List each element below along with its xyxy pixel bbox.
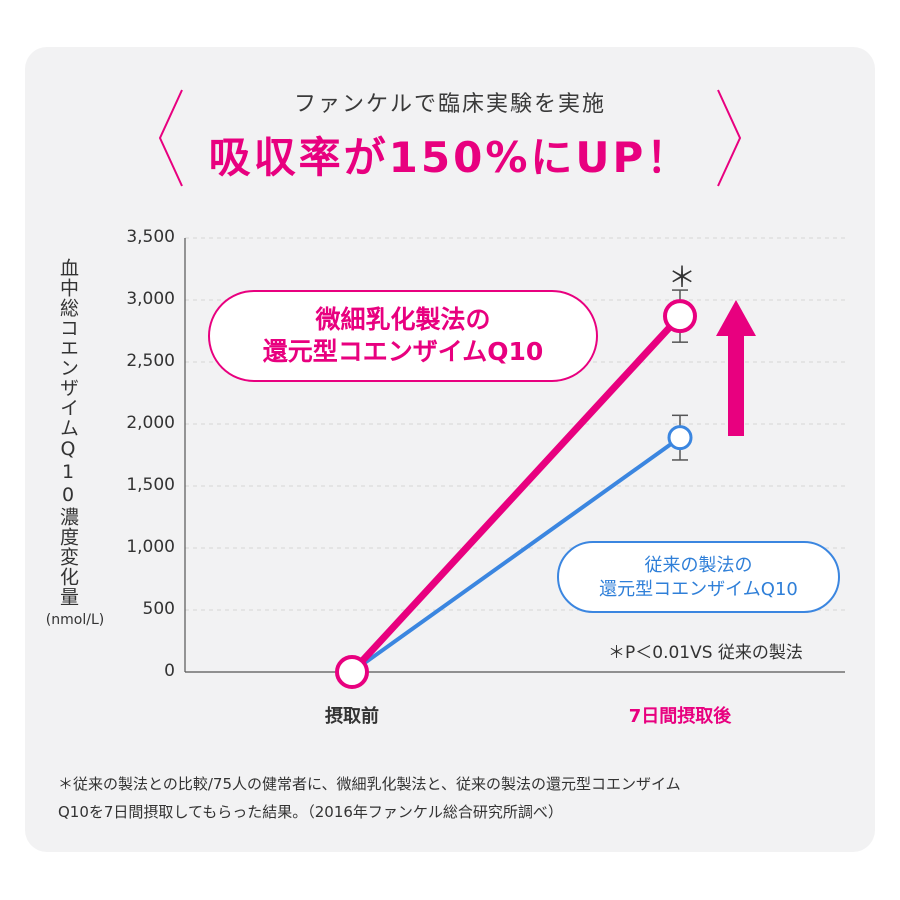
x-tick-label: 摂取前	[325, 706, 379, 727]
footnote-line2: Q10を7日間摂取してもらった結果。（2016年ファンケル総合研究所調べ）	[58, 803, 563, 821]
footnote-line1: ＊従来の製法との比較/75人の健常者に、微細乳化製法と、従来の製法の還元型コエン…	[58, 775, 681, 793]
header-headline: 吸収率が150%にUP！	[208, 133, 692, 182]
callout-conventional-line2: 還元型コエンザイムQ10	[599, 579, 798, 600]
callout-emulsified: 微細乳化製法の 還元型コエンザイムQ10	[208, 290, 598, 382]
y-tick-label: 3,000	[126, 289, 175, 309]
series-line	[350, 436, 682, 674]
header-subtitle: ファンケルで臨床実験を実施	[293, 92, 606, 117]
data-point	[335, 655, 369, 689]
right-bracket-icon	[717, 89, 742, 187]
up-arrow-shaft	[728, 332, 744, 436]
y-tick-label: 2,500	[126, 351, 175, 371]
y-tick-label: 3,500	[126, 227, 175, 247]
y-tick-label: 1,000	[126, 537, 175, 557]
footnote: ＊従来の製法との比較/75人の健常者に、微細乳化製法と、従来の製法の還元型コエン…	[58, 770, 858, 826]
y-tick-label: 1,500	[126, 475, 175, 495]
left-bracket-icon	[158, 89, 183, 187]
data-point	[667, 425, 693, 451]
x-tick-label: 7日間摂取後	[628, 706, 732, 727]
y-tick-label: 500	[142, 599, 175, 619]
significance-mark: ＊	[668, 261, 697, 294]
series-line	[349, 313, 683, 675]
callout-conventional: 従来の製法の 還元型コエンザイムQ10	[557, 541, 840, 613]
y-tick-label: 0	[164, 661, 175, 681]
up-arrow-icon	[716, 300, 756, 336]
y-axis-label: 血中総コエンザイムQ10濃度変化量 (nmol/L)	[46, 258, 104, 633]
callout-emulsified-line1: 微細乳化製法の	[315, 305, 491, 334]
significance-note: ＊P＜0.01VS 従来の製法	[608, 643, 803, 663]
y-axis-title: 血中総コエンザイムQ10濃度変化量	[57, 258, 79, 607]
chart-card	[25, 47, 875, 852]
y-tick-label: 2,000	[126, 413, 175, 433]
callout-conventional-line1: 従来の製法の	[644, 555, 753, 576]
y-axis-unit: (nmol/L)	[45, 612, 105, 628]
callout-emulsified-line2: 還元型コエンザイムQ10	[262, 337, 544, 366]
data-point	[663, 299, 697, 334]
